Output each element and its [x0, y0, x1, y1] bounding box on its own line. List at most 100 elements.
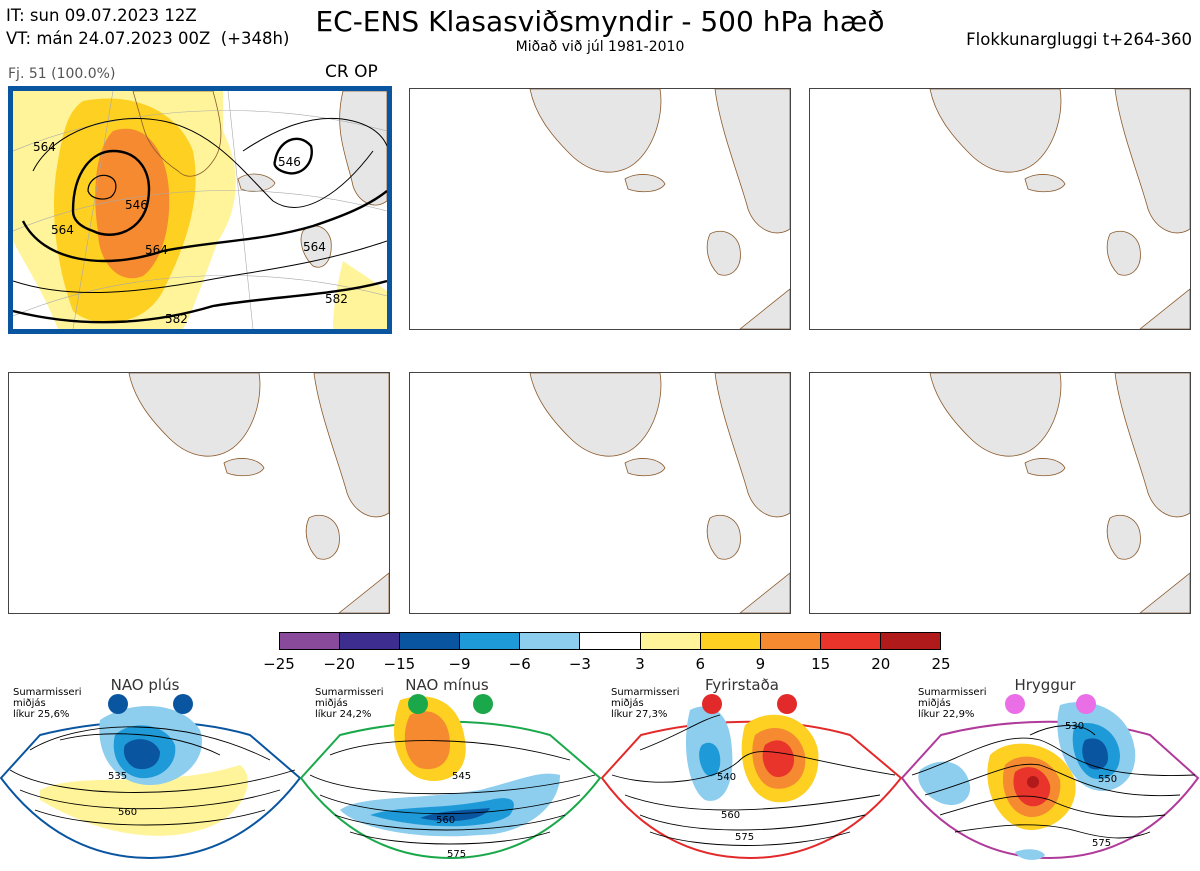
land-scandinavia	[313, 373, 389, 518]
regime-marker	[1005, 694, 1025, 714]
colorbar-tick-label: 20	[871, 655, 891, 673]
cluster-member-count: Fj. 51 (100.0%)	[8, 66, 116, 82]
regime-title-nao-plus: NAO plús	[110, 676, 180, 694]
colorbar-cell	[820, 633, 881, 649]
land-britain	[300, 225, 332, 268]
contour-label: 575	[447, 849, 466, 860]
land-britain	[1106, 514, 1141, 560]
regime-marker	[777, 694, 797, 714]
regime-marker	[173, 694, 193, 714]
colorbar-tick-label: 15	[811, 655, 831, 673]
cluster-map-6[interactable]	[809, 372, 1191, 614]
land-iceland	[1024, 458, 1066, 477]
regime-marker	[1076, 694, 1096, 714]
anomaly-positive-strong	[95, 128, 170, 279]
cluster-map-5[interactable]	[409, 372, 791, 614]
regime-marker	[473, 694, 493, 714]
land-europe	[739, 572, 790, 613]
regime-title-blocking: Fyrirstaða	[705, 676, 779, 694]
colorbar-cell	[280, 633, 341, 649]
land-greenland	[529, 373, 662, 457]
land-europe	[1139, 572, 1190, 613]
region-label: miðjás	[611, 698, 644, 709]
season-label: Sumarmisseri	[315, 687, 384, 698]
colorbar-cell	[400, 633, 461, 649]
land-greenland	[929, 89, 1062, 173]
regime-marker	[408, 694, 428, 714]
colorbar-tick-label: −25	[263, 655, 295, 673]
season-label: Sumarmisseri	[918, 687, 987, 698]
probability-label: líkur 22,9%	[918, 709, 975, 720]
cluster-map-1-svg: 564 546 546 564 582 582 564 564	[13, 91, 387, 329]
colorbar-cell	[700, 633, 761, 649]
colorbar-tick-label: 9	[755, 655, 766, 673]
regime-info-nao-plus: Sumarmisseri miðjás líkur 25,6%	[13, 687, 103, 720]
land-scandinavia	[714, 89, 790, 234]
regime-blocking[interactable]: 540 560 575	[600, 694, 903, 860]
anomaly-positive-corner	[333, 261, 387, 329]
contour-label: 560	[436, 815, 455, 826]
cluster-map-3-svg	[929, 89, 1190, 329]
land-europe	[1139, 288, 1190, 329]
land-scandinavia	[1114, 373, 1190, 518]
probability-label: líkur 27,3%	[611, 709, 668, 720]
land-greenland	[929, 373, 1062, 457]
regime-nao-minus[interactable]: 545 560 575	[299, 694, 602, 860]
graticule	[13, 91, 387, 329]
header-run-info: IT: sun 09.07.2023 12Z VT: mán 24.07.2023…	[6, 4, 289, 50]
regime-info-ridge: Sumarmisseri miðjás líkur 22,9%	[918, 687, 1008, 720]
colorbar-cell	[760, 633, 821, 649]
contour-label: 582	[325, 292, 348, 306]
land-britain	[305, 514, 340, 560]
cluster-map-4-svg	[128, 373, 389, 613]
regime-info-blocking: Sumarmisseri miðjás líkur 27,3%	[611, 687, 701, 720]
land-greenland	[529, 89, 662, 173]
contour-label: 546	[278, 155, 301, 169]
colorbar-cell	[580, 633, 641, 649]
colorbar-cell	[520, 633, 581, 649]
contour-label: 560	[118, 807, 137, 818]
cluster-map-2[interactable]	[409, 88, 791, 330]
cluster-tag: CR OP	[325, 62, 378, 82]
regime-marker	[702, 694, 722, 714]
regimes-svg: 535 560 545 560 575	[0, 694, 1200, 860]
contour-label: 564	[33, 140, 56, 154]
season-label: Sumarmisseri	[611, 687, 680, 698]
regime-nao-plus[interactable]: 535 560	[0, 694, 302, 860]
land-europe	[739, 288, 790, 329]
init-time: IT: sun 09.07.2023 12Z	[6, 6, 197, 25]
colorbar-cell	[880, 633, 941, 649]
contour-label: 582	[165, 312, 188, 326]
contour-label: 540	[717, 772, 736, 783]
colorbar-cell	[640, 633, 701, 649]
colorbar-tick-label: −9	[448, 655, 471, 673]
land-britain	[706, 230, 741, 276]
probability-label: líkur 24,2%	[315, 709, 372, 720]
classification-window: Flokkunargluggi t+264-360	[966, 30, 1192, 49]
contour-label: 575	[1092, 838, 1111, 849]
land-iceland	[624, 458, 666, 477]
regime-ridge[interactable]: 530 550 575	[900, 694, 1200, 860]
anomaly-colorbar	[279, 632, 941, 650]
contour-label: 575	[735, 832, 754, 843]
cluster-map-3[interactable]	[809, 88, 1191, 330]
contour-label: 564	[303, 240, 326, 254]
colorbar-tick-label: 25	[931, 655, 951, 673]
regime-title-nao-minus: NAO mínus	[405, 676, 489, 694]
contour-label: 564	[145, 243, 168, 257]
region-label: miðjás	[918, 698, 951, 709]
contour-label: 550	[1098, 774, 1117, 785]
page-title: EC-ENS Klasasviðsmyndir - 500 hPa hæð	[315, 5, 885, 38]
land-scandinavia	[1114, 89, 1190, 234]
land-greenland	[128, 373, 261, 457]
contour-label: 530	[1065, 721, 1084, 732]
contour-label: 546	[125, 198, 148, 212]
colorbar-cell	[460, 633, 521, 649]
regime-info-nao-minus: Sumarmisseri miðjás líkur 24,2%	[315, 687, 405, 720]
region-label: miðjás	[13, 698, 46, 709]
cluster-map-4[interactable]	[8, 372, 390, 614]
cluster-map-1[interactable]: 564 546 546 564 582 582 564 564	[8, 86, 392, 334]
land-scandinavia	[714, 373, 790, 518]
page-subtitle: Miðað við júl 1981-2010	[515, 39, 685, 55]
height-contours	[13, 117, 387, 324]
